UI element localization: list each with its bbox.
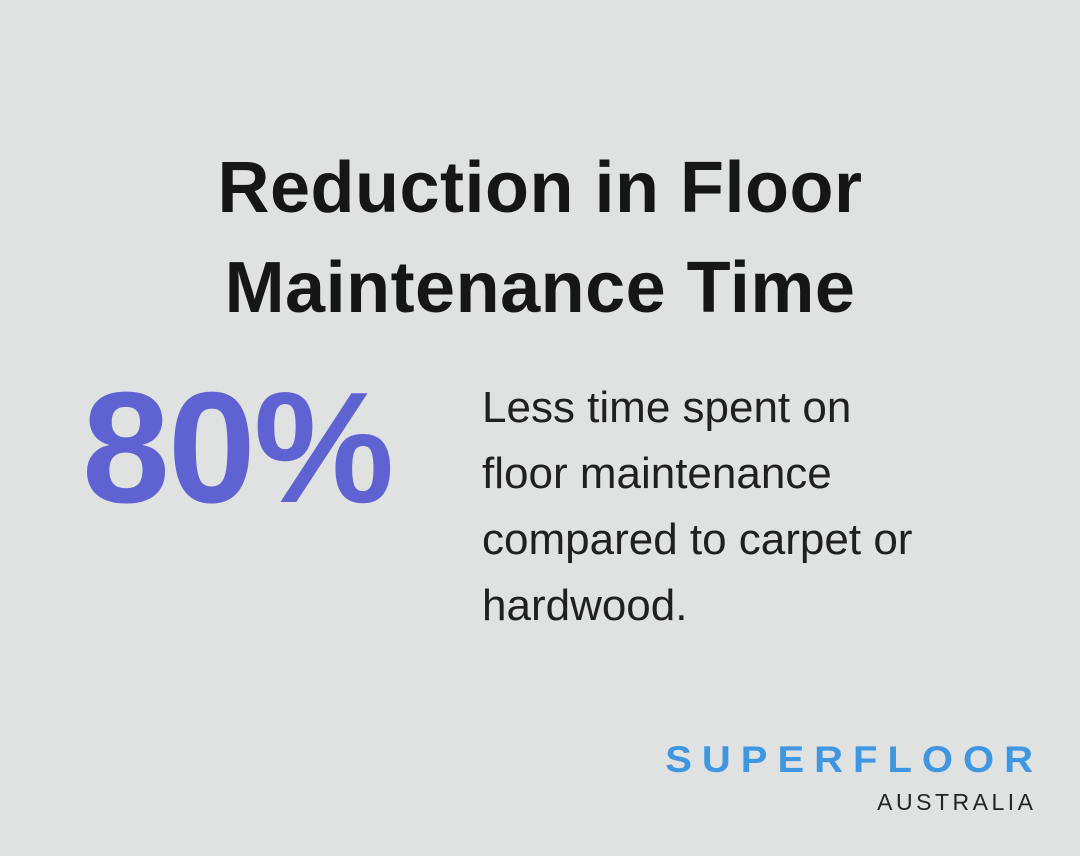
page-title-line-2: Maintenance Time [224, 248, 856, 329]
logo-brand-text: SUPERFLOOR [665, 740, 1043, 781]
page-title: Reduction in Floor Maintenance Time [0, 138, 1080, 338]
stat-description-line-2: floor maintenance [482, 449, 832, 498]
stat-description-line-1: Less time spent on [482, 383, 852, 432]
stat-value: 80% [82, 360, 394, 536]
superfloor-logo: SUPERFLOOR AUSTRALIA [665, 740, 1033, 816]
logo-region-text: AUSTRALIA [877, 789, 1037, 815]
stat-description-line-4: hardwood. [482, 581, 688, 630]
stat-description-line-3: compared to carpet or [482, 515, 913, 564]
stat-description: Less time spent on floor maintenance com… [482, 375, 912, 639]
page-title-line-1: Reduction in Floor [217, 148, 863, 229]
